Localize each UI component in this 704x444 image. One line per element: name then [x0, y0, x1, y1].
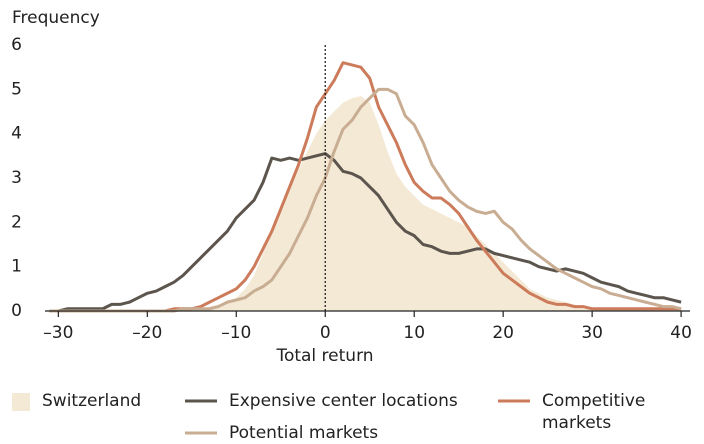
- x-tick-label: 30: [581, 323, 603, 343]
- area: [49, 95, 682, 311]
- y-tick-label: 6: [11, 35, 22, 55]
- y-axis-label: Frequency: [12, 8, 100, 28]
- y-tick-label: 2: [11, 212, 22, 232]
- x-tick-label: –20: [132, 323, 162, 343]
- y-tick-label: 1: [11, 257, 22, 277]
- y-tick-label: 4: [11, 124, 22, 144]
- x-tick-label: –10: [221, 323, 251, 343]
- x-tick-label: 10: [403, 323, 425, 343]
- y-tick-label: 3: [11, 168, 22, 188]
- x-tick-label: –30: [43, 323, 73, 343]
- line: [49, 152, 682, 313]
- x-tick-label: 20: [492, 323, 514, 343]
- y-tick-label: 0: [11, 301, 22, 321]
- x-tick-label: 0: [320, 323, 331, 343]
- x-axis-label: Total return: [275, 346, 373, 366]
- y-tick-label: 5: [11, 79, 22, 99]
- x-tick-label: 40: [670, 323, 692, 343]
